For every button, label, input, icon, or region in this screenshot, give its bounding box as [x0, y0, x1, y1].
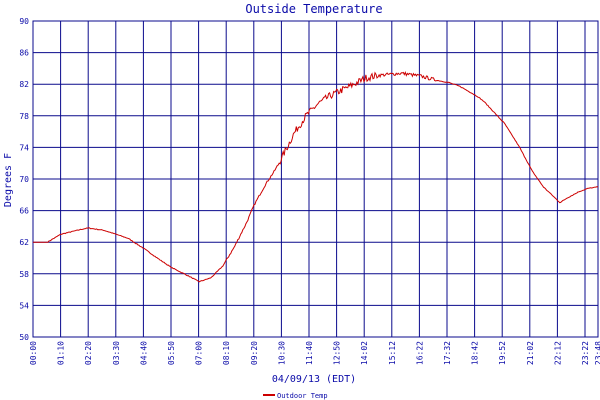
x-tick-label: 15:12	[388, 341, 397, 365]
x-tick-label: 09:20	[250, 341, 259, 365]
grid	[32, 20, 599, 338]
x-tick-label: 14:02	[360, 341, 369, 365]
x-axis-ticks: 00:00 01:10 02:20 03:30 04:40 05:50 07:00 08:10…	[29, 341, 600, 365]
legend: Outdoor Temp	[263, 392, 328, 400]
y-tick-label: 50	[19, 333, 29, 342]
x-tick-label: 23:48	[594, 341, 600, 365]
y-tick-label: 62	[19, 238, 29, 247]
x-tick-label: 19:52	[498, 341, 507, 365]
x-tick-label: 18:42	[471, 341, 480, 365]
x-axis-label: 04/09/13 (EDT)	[272, 374, 356, 385]
y-tick-label: 58	[19, 270, 29, 279]
x-tick-label: 02:20	[84, 341, 93, 365]
y-tick-label: 78	[19, 112, 29, 121]
x-tick-label: 23:22	[581, 341, 590, 365]
x-tick-label: 16:22	[415, 341, 424, 365]
y-tick-label: 82	[19, 80, 29, 89]
x-tick-label: 12:50	[333, 341, 342, 365]
x-tick-label: 10:30	[277, 341, 286, 365]
x-tick-label: 08:10	[222, 341, 231, 365]
x-tick-label: 01:10	[57, 341, 66, 365]
legend-label-outdoor-temp: Outdoor Temp	[277, 392, 328, 400]
x-tick-label: 22:12	[553, 341, 562, 365]
plot-frame	[32, 20, 599, 338]
y-tick-label: 90	[19, 17, 29, 26]
y-tick-label: 54	[19, 301, 29, 310]
x-tick-label: 05:50	[167, 341, 176, 365]
y-tick-label: 86	[19, 49, 29, 58]
series-line-outdoor-temp	[33, 71, 599, 283]
y-axis-label: Degrees F	[3, 153, 14, 207]
x-tick-label: 00:00	[29, 341, 38, 365]
x-tick-label: 21:02	[526, 341, 535, 365]
x-tick-label: 03:30	[112, 341, 121, 365]
y-tick-label: 66	[19, 207, 29, 216]
x-tick-label: 11:40	[305, 341, 314, 365]
x-tick-label: 17:32	[443, 341, 452, 365]
y-tick-label: 74	[19, 143, 29, 152]
x-tick-label: 04:40	[139, 341, 148, 365]
x-tick-label: 07:00	[195, 341, 204, 365]
chart-title: Outside Temperature	[245, 2, 382, 16]
y-axis-ticks: 90 86 82 78 74 70 66 62 58 54 50	[19, 17, 29, 342]
y-tick-label: 70	[19, 175, 29, 184]
